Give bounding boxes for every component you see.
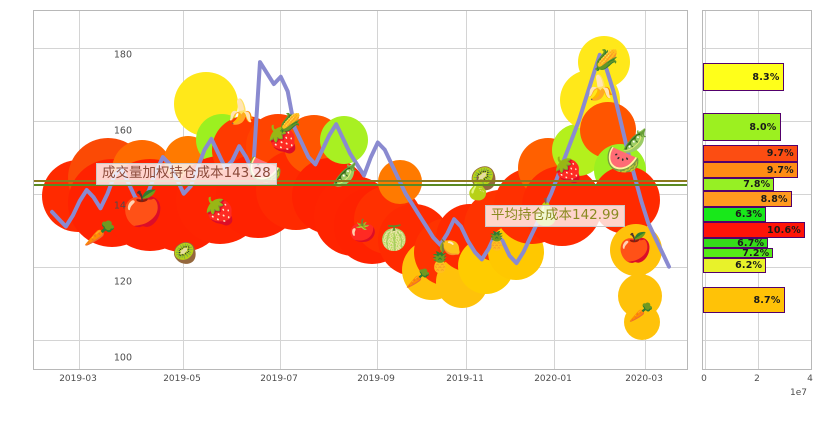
gridline-h-3 (34, 266, 687, 268)
volume-bar-label: 8.8% (760, 193, 788, 205)
x-tick-5: 2020-01 (534, 374, 572, 384)
avg_cost-line (34, 183, 687, 186)
volume-bar-label: 9.7% (766, 164, 794, 176)
tomato-marker: 🍅 (349, 219, 377, 244)
gridline-h-0 (34, 47, 687, 49)
volume-bar-label: 7.8% (743, 179, 771, 190)
volume-bar-label: 6.2% (735, 260, 763, 271)
kiwi-marker: 🥝 (172, 241, 198, 265)
corn2-marker: 🌽 (593, 48, 619, 72)
volume-plot-area: 8.3% 8.0% 9.7% 9.7% 7.8% 8.8% 6.3% 10.6% 6.7% 7.2… (702, 10, 812, 370)
apple2-marker: 🍎 (617, 231, 653, 264)
lemon-marker: 🍋 (438, 237, 462, 258)
vol-gridline-h-4 (703, 339, 811, 341)
strawberry2-marker: 🍓 (203, 197, 237, 227)
vwap-cost-label: 成交量加权持仓成本143.28 (96, 163, 277, 185)
pineapple-marker: 🍍 (427, 250, 453, 274)
radish-marker: 🥕 (83, 219, 117, 249)
vwap_cost-line (34, 179, 687, 182)
x-tick-4: 2019-11 (446, 374, 484, 384)
x-tick-6: 2020-03 (625, 374, 663, 384)
volume-bar-label: 9.7% (766, 148, 794, 159)
volume-bar-label: 6.7% (737, 237, 765, 249)
price-plot-area: 🥕🍎🥝🍌🍉🍓🍓🌽🫛🍅🍈🥕🍍🍋🍍🍐🥝🍐🍓🍌🌽🫛🍉🍎🥕 (33, 10, 688, 370)
volume-bar: 6.3% (703, 207, 767, 222)
vol-exponent-label: 1e7 (790, 388, 807, 398)
x-tick-2: 2019-07 (260, 374, 298, 384)
volume-bar: 9.7% (703, 162, 798, 178)
carrot-marker: 🥕 (405, 266, 431, 290)
volume-bar-label: 8.0% (749, 121, 777, 133)
volume-bar: 9.7% (703, 145, 798, 162)
gridline-v-4 (466, 11, 467, 369)
volume-bar: 8.0% (703, 113, 781, 141)
vol-x-tick-0: 0 (701, 374, 707, 384)
volume-bar: 8.7% (703, 287, 785, 313)
volume-bar-label: 8.7% (753, 294, 781, 306)
volume-bar-label: 6.3% (735, 209, 763, 220)
peapod2-marker: 🫛 (621, 129, 649, 154)
y-tick-160: 160 (113, 125, 132, 137)
volume-blob (624, 304, 660, 340)
strawberry-marker: 🍓 (266, 125, 300, 155)
carrot2-marker: 🥕 (628, 300, 654, 324)
volume-bar: 10.6% (703, 222, 805, 238)
volume-bar-label: 7.2% (742, 247, 770, 259)
banana2-marker: 🍌 (585, 74, 615, 102)
apple-marker: 🍎 (121, 189, 165, 229)
avg-cost-label: 平均持仓成本142.99 (485, 205, 626, 227)
volume-bar: 7.2% (703, 247, 774, 259)
vol-gridline-v-2 (811, 11, 812, 369)
volume-bar-label: 8.3% (752, 71, 780, 83)
vol-x-tick-1: 2 (754, 374, 760, 384)
watermelon2-marker: 🍉 (605, 143, 641, 176)
volume-bar-label: 10.6% (767, 224, 801, 236)
volume-bar: 8.3% (703, 63, 784, 91)
volume-bar: 7.8% (703, 178, 775, 191)
gridline-h-1 (34, 120, 687, 122)
volume-bar: 6.2% (703, 258, 767, 273)
x-tick-1: 2019-05 (163, 374, 201, 384)
x-tick-3: 2019-09 (357, 374, 395, 384)
volume-bar: 6.7% (703, 237, 769, 249)
pear2-marker: 🍐 (464, 177, 492, 202)
melon-marker: 🍈 (379, 224, 409, 252)
y-tick-140: 140 (113, 200, 132, 212)
y-tick-100: 100 (113, 352, 132, 364)
strawberry3-marker: 🍓 (553, 156, 583, 184)
volume-bar: 8.8% (703, 191, 792, 207)
x-tick-0: 2019-03 (59, 374, 97, 384)
vol-x-tick-2: 4 (807, 374, 813, 384)
y-tick-120: 120 (113, 276, 132, 288)
gridline-h-4 (34, 339, 687, 341)
y-tick-180: 180 (113, 49, 132, 61)
vol-gridline-h-0 (703, 47, 811, 49)
banana-marker: 🍌 (226, 98, 256, 126)
corn-marker: 🌽 (278, 113, 302, 134)
pineapple2-marker: 🍍 (485, 231, 509, 252)
